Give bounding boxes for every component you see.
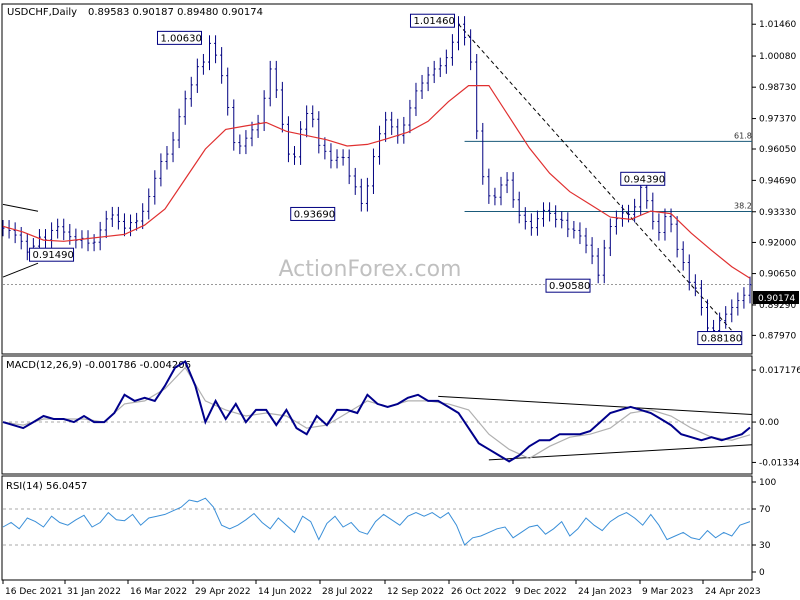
rsi-title: RSI(14) 56.0457 <box>6 481 87 492</box>
price-tick-label: 0.98730 <box>759 83 796 93</box>
fib-level-label: 38.2 <box>734 202 752 211</box>
price-tick-label: 0.93330 <box>759 208 796 218</box>
date-tick-label: 14 Jun 2022 <box>258 587 312 597</box>
rsi-axis: 100 70 30 0 <box>3 478 776 578</box>
level-annotation-label: 0.93690 <box>294 209 335 220</box>
level-annotation-label: 0.88180 <box>701 334 742 345</box>
macd-tick-label: 0.017176 <box>759 366 800 376</box>
level-annotation-box <box>290 206 336 221</box>
price-tick-label: 0.97370 <box>759 115 796 125</box>
rsi-tick-label: 100 <box>759 478 776 488</box>
watermark-text: ActionForex.com <box>279 257 462 282</box>
price-tick-label: 1.01460 <box>759 20 796 30</box>
macd-guides <box>3 395 753 461</box>
symbol-title: USDCHF,Daily <box>7 7 77 18</box>
macd-lower-trendline <box>488 444 753 461</box>
date-axis: 16 Dec 2021 31 Jan 2022 16 Mar 2022 29 Apr … <box>2 579 761 597</box>
price-annotations: 1.00630 1.01460 0.93690 0.91490 0.90580 0.943… <box>29 13 743 346</box>
date-tick-label: 26 Oct 2022 <box>451 587 507 597</box>
price-tick-label: 0.90650 <box>759 270 796 280</box>
price-tick-label: 0.87970 <box>759 331 796 341</box>
date-tick-label: 31 Jan 2022 <box>67 587 121 597</box>
rsi-tick-label: 30 <box>759 541 771 551</box>
date-tick-label: 24 Apr 2023 <box>705 587 761 597</box>
macd-axis: 0.017176 0.00 -0.01334 <box>752 366 800 468</box>
macd-title: MACD(12,26,9) -0.001786 -0.004206 <box>6 360 191 371</box>
ohlc-readout: 0.89583 0.90187 0.89480 0.90174 <box>88 7 263 18</box>
level-annotation-label: 1.00630 <box>160 33 201 44</box>
rsi-line <box>2 497 751 546</box>
macd-series <box>2 360 751 463</box>
dashed-trendline <box>458 23 733 331</box>
macd-line <box>2 360 751 463</box>
date-tick-label: 9 Mar 2023 <box>642 587 693 597</box>
price-axis: 1.01460 1.00080 0.98730 0.97370 0.96050 0.946… <box>752 20 796 341</box>
macd-tick-label: 0.00 <box>759 418 779 428</box>
level-annotation-box <box>29 247 75 262</box>
level-annotation-box <box>620 171 666 186</box>
level-annotation-label: 1.01460 <box>413 16 454 27</box>
date-tick-label: 29 Apr 2022 <box>195 587 251 597</box>
macd-upper-trendline <box>438 395 753 415</box>
rsi-series <box>2 497 751 546</box>
price-tick-label: 0.92000 <box>759 238 796 248</box>
level-annotation-box <box>545 278 591 293</box>
price-tick-label: 0.96050 <box>759 145 796 155</box>
level-annotation-label: 0.94390 <box>624 174 665 185</box>
fib-level-label: 61.8 <box>734 131 752 140</box>
triangle-upper-line <box>2 203 39 212</box>
current-price-bg <box>753 291 799 304</box>
price-guides: 61.8 38.2 <box>2 23 752 331</box>
price-tick-label: 1.00080 <box>759 52 796 62</box>
price-panel: USDCHF,Daily 0.89583 0.90187 0.89480 0.9… <box>1 3 799 355</box>
moving-average-line <box>2 84 751 279</box>
date-tick-label: 24 Jan 2023 <box>578 587 632 597</box>
date-tick-label: 12 Sep 2022 <box>387 587 444 597</box>
price-tick-label: 0.94690 <box>759 176 796 186</box>
rsi-tick-label: 70 <box>759 505 771 515</box>
triangle-lower-line <box>2 262 39 278</box>
price-series <box>1 16 752 339</box>
macd-panel: MACD(12,26,9) -0.001786 -0.004206 0.0171… <box>1 355 800 475</box>
date-tick-label: 28 Jul 2022 <box>322 587 373 597</box>
price-panel-frame <box>1 3 753 355</box>
date-tick-label: 16 Dec 2021 <box>5 587 63 597</box>
level-annotation-label: 0.90580 <box>549 281 590 292</box>
rsi-tick-label: 0 <box>759 568 765 578</box>
date-tick-label: 9 Dec 2022 <box>515 587 567 597</box>
date-tick-label: 16 Mar 2022 <box>130 587 187 597</box>
level-annotation-box <box>409 13 455 28</box>
level-annotation-label: 0.91490 <box>33 250 74 261</box>
current-price-label: 0.90174 <box>758 294 795 304</box>
macd-panel-frame <box>1 355 753 475</box>
current-price-tag: 0.90174 <box>753 291 799 304</box>
level-annotation-box <box>156 30 202 45</box>
macd-tick-label: -0.01334 <box>759 458 800 468</box>
level-annotation-box <box>697 331 743 346</box>
price-tick-label: 0.89290 <box>759 301 796 311</box>
